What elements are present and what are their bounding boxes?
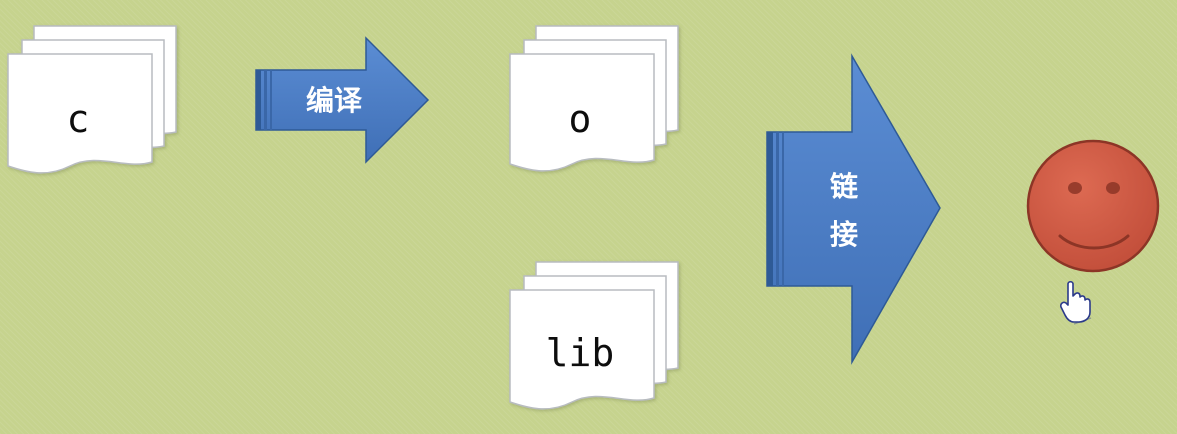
hand-pointer-icon (1060, 280, 1092, 325)
o-document-label: o (569, 97, 592, 141)
link-arrow-label-line1: 链 (830, 170, 858, 203)
c-document-label: c (67, 97, 90, 141)
lib-document-label: lib (546, 331, 615, 375)
compile-arrow: 编译 (255, 36, 430, 164)
object-file-document: o (509, 25, 679, 172)
c-source-document: c (7, 25, 177, 174)
smiley-face-icon (1026, 139, 1160, 273)
link-arrow-label-line2: 接 (830, 218, 858, 251)
link-arrow: 链 接 (766, 53, 941, 365)
compile-arrow-label: 编译 (306, 84, 363, 117)
library-document: lib (509, 261, 679, 410)
